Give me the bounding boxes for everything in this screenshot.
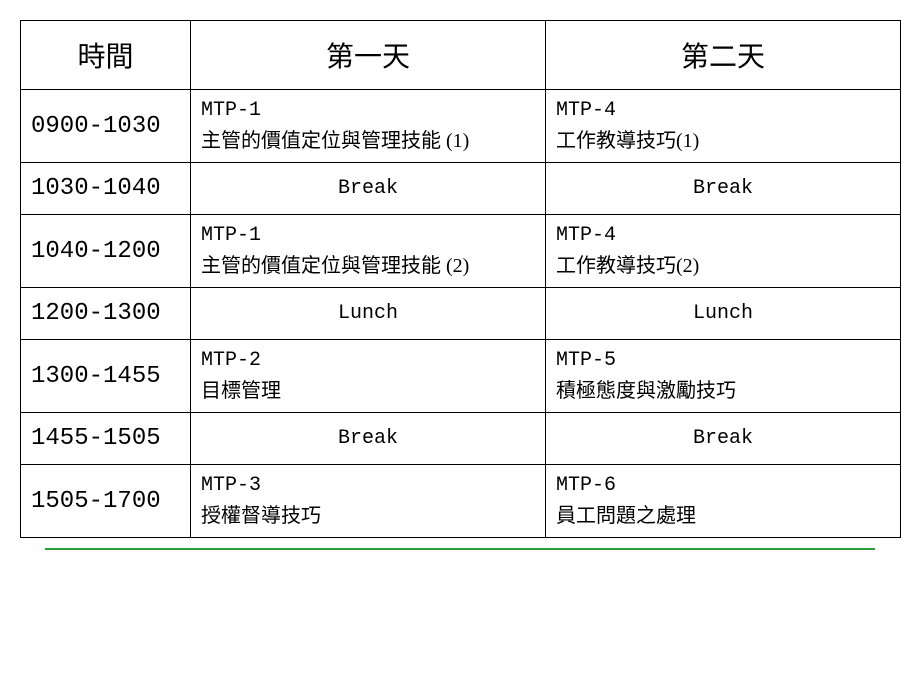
session-cell: MTP-1主管的價值定位與管理技能 (2) (191, 215, 546, 288)
session-title: 授權督導技巧 (201, 501, 535, 531)
session-title: 員工問題之處理 (556, 501, 890, 531)
table-row: 1455-1505BreakBreak (21, 413, 901, 465)
header-day1: 第一天 (191, 21, 546, 90)
time-cell: 1200-1300 (21, 288, 191, 340)
table-row: 0900-1030MTP-1主管的價值定位與管理技能 (1)MTP-4工作教導技… (21, 90, 901, 163)
table-row: 1040-1200MTP-1主管的價值定位與管理技能 (2)MTP-4工作教導技… (21, 215, 901, 288)
session-title: 目標管理 (201, 376, 535, 406)
break-cell: Lunch (546, 288, 901, 340)
session-cell: MTP-1主管的價值定位與管理技能 (1) (191, 90, 546, 163)
session-code: MTP-4 (556, 221, 890, 251)
header-time: 時間 (21, 21, 191, 90)
time-cell: 1030-1040 (21, 163, 191, 215)
session-cell: MTP-4工作教導技巧(2) (546, 215, 901, 288)
session-title: 工作教導技巧(2) (556, 251, 890, 281)
header-day2: 第二天 (546, 21, 901, 90)
table-row: 1300-1455MTP-2目標管理MTP-5積極態度與激勵技巧 (21, 340, 901, 413)
session-code: MTP-2 (201, 346, 535, 376)
time-cell: 1040-1200 (21, 215, 191, 288)
session-title: 工作教導技巧(1) (556, 126, 890, 156)
table-row: 1030-1040BreakBreak (21, 163, 901, 215)
break-cell: Lunch (191, 288, 546, 340)
break-cell: Break (546, 163, 901, 215)
table-row: 1505-1700MTP-3授權督導技巧MTP-6員工問題之處理 (21, 465, 901, 538)
table-header-row: 時間 第一天 第二天 (21, 21, 901, 90)
session-code: MTP-5 (556, 346, 890, 376)
table-row: 1200-1300LunchLunch (21, 288, 901, 340)
session-code: MTP-1 (201, 221, 535, 251)
session-cell: MTP-2目標管理 (191, 340, 546, 413)
session-cell: MTP-5積極態度與激勵技巧 (546, 340, 901, 413)
session-title: 主管的價值定位與管理技能 (1) (201, 126, 535, 156)
time-cell: 1300-1455 (21, 340, 191, 413)
session-cell: MTP-3授權督導技巧 (191, 465, 546, 538)
table-body: 0900-1030MTP-1主管的價值定位與管理技能 (1)MTP-4工作教導技… (21, 90, 901, 538)
session-code: MTP-1 (201, 96, 535, 126)
time-cell: 1455-1505 (21, 413, 191, 465)
session-code: MTP-4 (556, 96, 890, 126)
session-title: 主管的價值定位與管理技能 (2) (201, 251, 535, 281)
session-cell: MTP-6員工問題之處理 (546, 465, 901, 538)
time-cell: 0900-1030 (21, 90, 191, 163)
session-cell: MTP-4工作教導技巧(1) (546, 90, 901, 163)
time-cell: 1505-1700 (21, 465, 191, 538)
break-cell: Break (191, 163, 546, 215)
session-title: 積極態度與激勵技巧 (556, 376, 890, 406)
session-code: MTP-6 (556, 471, 890, 501)
schedule-table: 時間 第一天 第二天 0900-1030MTP-1主管的價值定位與管理技能 (1… (20, 20, 901, 538)
break-cell: Break (191, 413, 546, 465)
session-code: MTP-3 (201, 471, 535, 501)
green-underline (45, 548, 875, 550)
break-cell: Break (546, 413, 901, 465)
